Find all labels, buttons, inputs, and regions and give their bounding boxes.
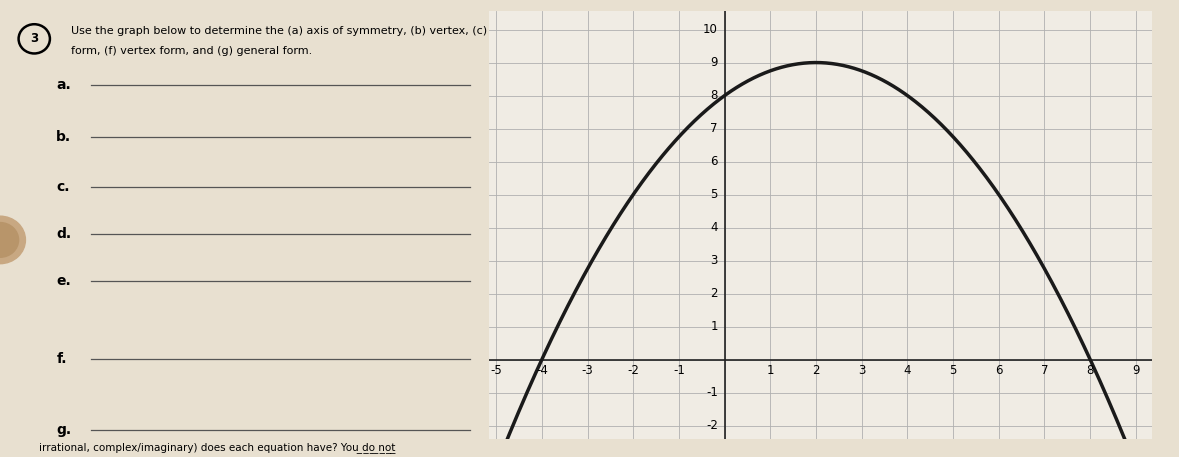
Text: -2: -2 — [627, 365, 639, 377]
Text: 3: 3 — [31, 32, 38, 45]
Text: -1: -1 — [673, 365, 685, 377]
Text: 1: 1 — [710, 320, 718, 333]
Text: -1: -1 — [706, 386, 718, 399]
Text: 6: 6 — [995, 365, 1002, 377]
Text: 8: 8 — [711, 89, 718, 102]
Text: 3: 3 — [711, 254, 718, 267]
Text: 5: 5 — [949, 365, 957, 377]
Text: 9: 9 — [1132, 365, 1140, 377]
Text: c.: c. — [57, 181, 70, 194]
Circle shape — [0, 216, 26, 264]
Text: 1: 1 — [766, 365, 775, 377]
Text: 3: 3 — [858, 365, 865, 377]
Text: g.: g. — [57, 424, 72, 437]
Text: a.: a. — [57, 78, 71, 91]
Text: -3: -3 — [581, 365, 593, 377]
Circle shape — [0, 223, 19, 257]
Text: d.: d. — [57, 227, 72, 241]
Text: 5: 5 — [711, 188, 718, 201]
Text: 7: 7 — [710, 122, 718, 135]
Text: -4: -4 — [536, 365, 548, 377]
Text: 4: 4 — [710, 221, 718, 234]
Text: e.: e. — [57, 274, 71, 288]
Text: 9: 9 — [710, 56, 718, 69]
Text: irrational, complex/imaginary) does each equation have? You ̲d̲o̲ ̲n̲o̲t̲: irrational, complex/imaginary) does each… — [39, 442, 395, 453]
Text: Use the graph below to determine the (a) axis of symmetry, (b) vertex, (c) y-int: Use the graph below to determine the (a)… — [71, 26, 725, 36]
Text: 2: 2 — [710, 287, 718, 300]
Text: form, (f) vertex form, and (g) general form.: form, (f) vertex form, and (g) general f… — [71, 46, 312, 56]
Text: 10: 10 — [703, 23, 718, 36]
Text: 6: 6 — [710, 155, 718, 168]
Text: 2: 2 — [812, 365, 819, 377]
Text: -2: -2 — [706, 419, 718, 432]
Text: 8: 8 — [1087, 365, 1094, 377]
Text: b.: b. — [57, 130, 72, 144]
Text: -5: -5 — [490, 365, 502, 377]
Text: 7: 7 — [1041, 365, 1048, 377]
Text: f.: f. — [57, 352, 67, 366]
Text: 4: 4 — [903, 365, 911, 377]
